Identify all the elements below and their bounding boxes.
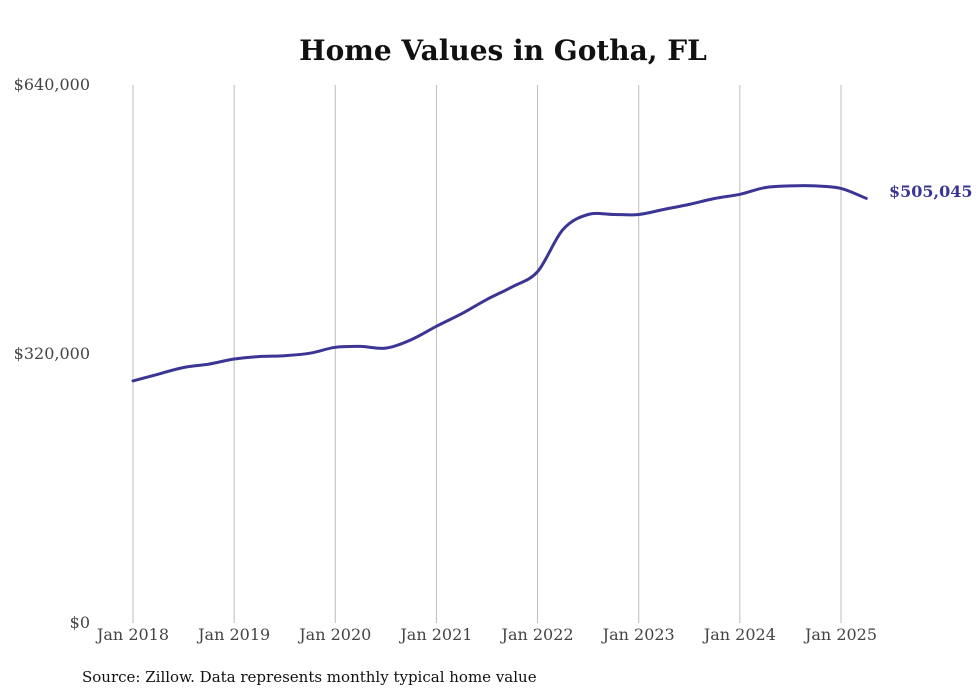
x-tick-label: Jan 2021	[398, 625, 472, 644]
source-note: Source: Zillow. Data represents monthly …	[82, 668, 537, 686]
y-tick-label: $640,000	[14, 75, 90, 94]
y-axis-tick-labels: $0 $320,000 $640,000	[14, 75, 90, 632]
chart-title: Home Values in Gotha, FL	[299, 34, 707, 67]
series-layer	[131, 184, 868, 383]
x-tick-label: Jan 2024	[702, 625, 776, 644]
series-line	[131, 184, 868, 383]
y-tick-label: $320,000	[14, 344, 90, 363]
gridlines	[132, 85, 842, 623]
x-tick-label: Jan 2019	[196, 625, 270, 644]
x-tick-label: Jan 2018	[95, 625, 169, 644]
end-value-label: $505,045	[889, 182, 973, 201]
x-tick-label: Jan 2020	[297, 625, 371, 644]
x-tick-label: Jan 2022	[500, 625, 574, 644]
x-axis-tick-labels: Jan 2018 Jan 2019 Jan 2020 Jan 2021 Jan 2022…	[95, 625, 877, 644]
y-tick-label: $0	[70, 613, 90, 632]
x-tick-label: Jan 2023	[601, 625, 675, 644]
x-tick-label: Jan 2025	[803, 625, 877, 644]
